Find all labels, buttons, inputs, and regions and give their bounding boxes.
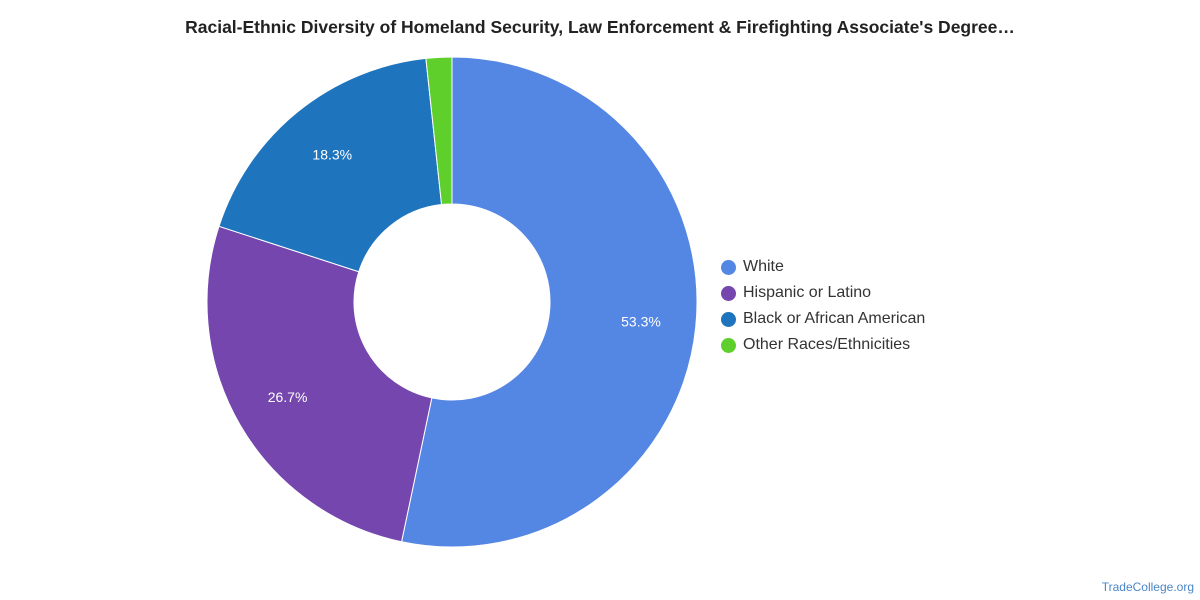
slice-black-or-african-american[interactable] [218, 57, 443, 273]
legend-label-other-races-ethnicities: Other Races/Ethnicities [743, 336, 911, 353]
donut-slice-labels: 53.3% 26.7% 18.3% [268, 146, 661, 405]
slice-other-races-ethnicities[interactable] [425, 56, 453, 206]
legend-label-black-or-african-american: Black or African American [743, 310, 926, 327]
legend-label-hispanic-or-latino: Hispanic or Latino [743, 284, 872, 301]
legend-item-hispanic-or-latino[interactable]: Hispanic or Latino [721, 280, 925, 306]
slice-label-hispanic-or-latino: 26.7% [268, 389, 308, 405]
legend-swatch-hispanic-or-latino [721, 285, 736, 301]
legend-item-white[interactable]: White [721, 254, 925, 280]
slice-white[interactable] [400, 56, 698, 548]
slice-label-white: 53.3% [621, 314, 661, 330]
legend-item-black-or-african-american[interactable]: Black or African American [721, 306, 925, 332]
legend-label-white: White [743, 258, 784, 275]
donut-slices [206, 56, 698, 548]
legend-swatch-white [721, 259, 736, 275]
chart-legend: White Hispanic or Latino Black or Africa… [721, 254, 925, 358]
legend-item-other-races-ethnicities[interactable]: Other Races/Ethnicities [721, 332, 925, 358]
source-link[interactable]: TradeCollege.org [1101, 580, 1194, 594]
slice-hispanic-or-latino[interactable] [206, 225, 433, 543]
legend-swatch-other-races-ethnicities [721, 337, 736, 353]
slice-label-black-or-african-american: 18.3% [312, 146, 352, 162]
legend-swatch-black-or-african-american [721, 311, 736, 327]
chart-title: Racial-Ethnic Diversity of Homeland Secu… [185, 17, 1015, 37]
